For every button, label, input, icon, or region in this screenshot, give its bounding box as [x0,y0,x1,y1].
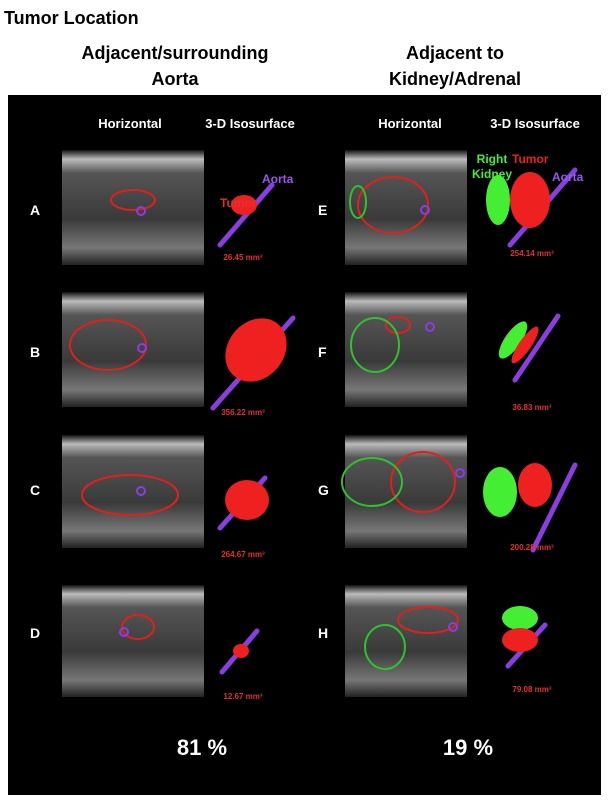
column-header: Horizontal [98,116,162,131]
percentage: 81 % [176,735,228,760]
group-title: Adjacent/surrounding Aorta [81,43,269,89]
volume-label: 36.83 mm³ [512,403,552,412]
figure-title: Tumor Location [4,8,139,28]
row-label: D [30,625,41,641]
row-label: G [318,482,329,498]
column-header: Horizontal [378,116,442,131]
isosurfaces [210,167,578,675]
column-header: 3-D Isosurface [205,116,295,131]
row-label: F [318,344,327,360]
structure-label: Tumor [512,152,549,166]
structure-label: Tumor [220,196,257,210]
volume-label: 12.67 mm³ [223,692,263,701]
row-label: E [318,202,328,218]
column-header: 3-D Isosurface [490,116,580,131]
row-label: A [30,202,41,218]
volume-label: 200.28 mm³ [510,543,554,552]
group-title: Adjacent to Kidney/Adrenal [388,43,522,89]
outlines [69,176,465,670]
volume-label: 79.08 mm³ [512,685,552,694]
percentage: 19 % [442,735,494,760]
structure-label: Right Kidney [471,152,512,181]
volume-label: 254.14 mm³ [510,249,554,258]
row-label: H [318,625,329,641]
structure-label: Aorta [262,172,294,186]
volume-label: 26.45 mm³ [223,253,263,262]
volume-label: 356.22 mm³ [221,408,265,417]
structure-label: Aorta [552,170,584,184]
volume-label: 264.67 mm³ [221,550,265,559]
row-label: C [30,482,41,498]
row-label: B [30,344,41,360]
